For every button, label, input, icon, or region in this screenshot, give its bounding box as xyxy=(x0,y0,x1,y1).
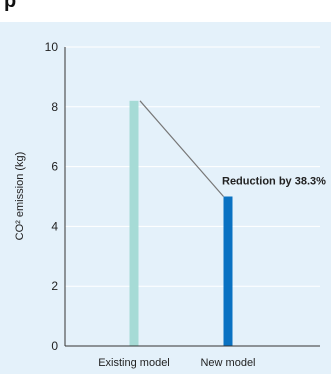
bar-new-model xyxy=(223,196,233,346)
x-tick-label-existing-model: Existing model xyxy=(98,357,170,369)
y-axis-label: CO² emission (kg) xyxy=(14,152,26,241)
y-tick-label-10: 10 xyxy=(45,40,59,54)
y-tick-label-8: 8 xyxy=(51,100,58,114)
y-tick-label-4: 4 xyxy=(51,219,58,233)
x-tick-label-new-model: New model xyxy=(200,357,255,369)
bar-existing-model xyxy=(129,100,139,346)
chart-panel xyxy=(0,22,331,374)
y-tick-label-2: 2 xyxy=(51,279,58,293)
y-tick-label-0: 0 xyxy=(51,339,58,353)
reduction-connector-line xyxy=(139,100,224,197)
reduction-annotation: Reduction by 38.3% xyxy=(222,176,326,188)
y-tick-label-6: 6 xyxy=(51,160,58,174)
header-fragment: p xyxy=(4,0,17,12)
